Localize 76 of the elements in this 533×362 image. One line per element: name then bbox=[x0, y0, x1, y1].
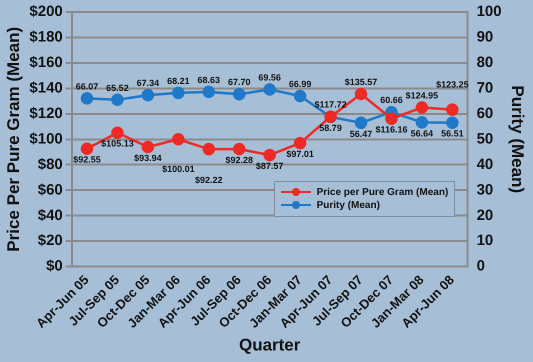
y-tick-label: $80 bbox=[38, 156, 63, 173]
y-tick-label: $40 bbox=[38, 206, 63, 224]
y-tick-label: $60 bbox=[38, 181, 63, 198]
data-label: 67.70 bbox=[228, 77, 250, 88]
data-label: $93.94 bbox=[134, 152, 162, 163]
point bbox=[202, 86, 216, 98]
point bbox=[232, 88, 246, 100]
y2-tick-label: 0 bbox=[476, 258, 485, 275]
point bbox=[232, 142, 246, 156]
point bbox=[80, 142, 94, 156]
point bbox=[172, 86, 185, 100]
data-label: 56.47 bbox=[350, 128, 372, 139]
x-axis-title: Quarter bbox=[238, 335, 301, 354]
data-label: 66.99 bbox=[288, 79, 312, 90]
point bbox=[416, 101, 428, 114]
point bbox=[263, 148, 276, 162]
point bbox=[294, 136, 306, 150]
point bbox=[202, 142, 216, 156]
y2-tick-label: 20 bbox=[476, 206, 494, 224]
data-label: $117.72 bbox=[314, 100, 347, 110]
y2-tick-label: 40 bbox=[476, 156, 494, 173]
data-label: 58.79 bbox=[319, 122, 342, 133]
data-label: $97.01 bbox=[286, 149, 314, 160]
point bbox=[294, 90, 306, 102]
data-label: $92.22 bbox=[195, 174, 223, 185]
point bbox=[446, 116, 459, 129]
point bbox=[172, 133, 185, 146]
data-label: $123.25 bbox=[436, 80, 469, 90]
data-label: 56.64 bbox=[410, 128, 434, 138]
y-tick-label: $180 bbox=[29, 28, 63, 46]
y-tick-label: $140 bbox=[29, 80, 63, 97]
data-label: 68.63 bbox=[198, 74, 220, 85]
data-label: $105.13 bbox=[101, 138, 134, 149]
point bbox=[111, 126, 124, 139]
data-label: 69.56 bbox=[258, 72, 281, 82]
y2-tick-label: 30 bbox=[476, 181, 494, 198]
y2-tick-label: 10 bbox=[476, 232, 494, 250]
data-label: 60.66 bbox=[380, 95, 403, 106]
y2-tick-label: 90 bbox=[476, 28, 494, 46]
y-tick-label: $0 bbox=[46, 258, 63, 275]
y-tick-label: $160 bbox=[29, 54, 63, 72]
data-label: 67.34 bbox=[136, 78, 160, 88]
point bbox=[385, 112, 398, 125]
y-tick-label: $120 bbox=[29, 104, 63, 122]
y-tick-label: $20 bbox=[38, 232, 63, 250]
point bbox=[111, 94, 124, 106]
point bbox=[263, 83, 276, 96]
data-label: $135.57 bbox=[344, 76, 378, 87]
y2-tick-label: 70 bbox=[476, 80, 494, 97]
data-label: $92.28 bbox=[225, 155, 253, 166]
y-tick-label: $200 bbox=[29, 3, 63, 20]
y-tick-label: $100 bbox=[29, 130, 63, 148]
point bbox=[142, 88, 154, 102]
point bbox=[446, 103, 459, 116]
data-label: 56.51 bbox=[441, 128, 464, 139]
legend-label: Purity (Mean) bbox=[316, 200, 380, 211]
data-label: 66.07 bbox=[76, 81, 98, 92]
y2-tick-label: 50 bbox=[476, 130, 494, 148]
y2-tick-label: 60 bbox=[476, 104, 494, 122]
point bbox=[80, 92, 94, 105]
data-label: 68.21 bbox=[167, 76, 190, 86]
data-label: $116.16 bbox=[375, 124, 408, 135]
point bbox=[354, 116, 368, 130]
legend-label: Price per Pure Gram (Mean) bbox=[316, 186, 448, 198]
data-label: $124.95 bbox=[406, 90, 438, 100]
y2-tick-label: 80 bbox=[476, 54, 494, 72]
y2-tick-label: 100 bbox=[476, 3, 502, 20]
point bbox=[354, 88, 368, 100]
y2-axis-title: Purity (Mean) bbox=[508, 85, 528, 194]
point bbox=[416, 116, 428, 129]
point bbox=[142, 140, 154, 154]
data-label: 65.52 bbox=[106, 82, 129, 93]
y-axis-title: Price Per Pure Gram (Mean) bbox=[4, 26, 23, 252]
data-label: $92.55 bbox=[73, 154, 101, 165]
data-label: $87.57 bbox=[256, 161, 284, 172]
data-label: $100.01 bbox=[162, 164, 195, 174]
